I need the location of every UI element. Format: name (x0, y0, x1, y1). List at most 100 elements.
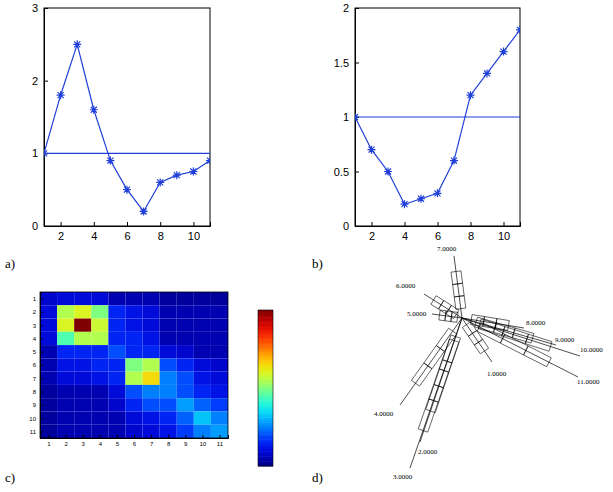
y-tick-label: 2 (32, 75, 38, 87)
heatmap-cell (91, 411, 108, 424)
heatmap-cell (108, 385, 125, 398)
y-tick-mark (355, 226, 359, 227)
x-axis-line (41, 435, 229, 439)
node-label: 7.0000 (437, 245, 457, 253)
point-marker (417, 195, 425, 203)
y-tick: 1 (33, 296, 43, 302)
panel-label: c) (5, 470, 15, 485)
x-tick: 1 (47, 435, 51, 447)
x-axis-line (45, 222, 211, 227)
x-tick-label: 8 (167, 441, 171, 447)
heatmap-cell (108, 332, 125, 345)
y-tick-mark (40, 365, 43, 366)
plot-frame (44, 8, 210, 226)
heatmap-cell (194, 425, 211, 438)
heatmap-cell (91, 305, 108, 318)
heatmap-cell (143, 398, 160, 411)
node-label: 5.0000 (407, 310, 427, 318)
diagram-ribbon (462, 322, 476, 336)
x-tick: 4 (402, 222, 408, 242)
heatmap-cell (143, 385, 160, 398)
heatmap-cell (160, 305, 177, 318)
y-tick-label: 0.5 (334, 166, 349, 178)
panel-label: b) (312, 256, 323, 271)
y-axis-line (45, 9, 49, 227)
heatmap-cell (211, 345, 228, 358)
y-tick-mark (44, 226, 48, 227)
heatmap-cell (211, 305, 228, 318)
y-tick-mark (355, 8, 359, 9)
heatmap-cell (177, 332, 194, 345)
heatmap-cell (177, 305, 194, 318)
heatmap-cell (143, 292, 160, 305)
heatmap-cell (91, 358, 108, 371)
point-marker (156, 178, 164, 186)
heatmap-chart: 12345678910111234567891011 (29, 292, 228, 447)
heatmap-cell (177, 345, 194, 358)
diagram-ribbon (418, 399, 438, 432)
heatmap-cell (160, 358, 177, 371)
heatmap-cell (57, 305, 74, 318)
heatmap-cell (40, 398, 57, 411)
x-tick-mark (185, 435, 186, 438)
heatmap-cell (40, 358, 57, 371)
heatmap-cell (125, 358, 142, 371)
heatmap-cell (211, 358, 228, 371)
x-tick-label: 4 (99, 441, 103, 447)
x-tick-label: 2 (58, 230, 64, 242)
heatmap-cell (143, 425, 160, 438)
y-tick-mark (40, 431, 43, 432)
heatmap-cell (160, 345, 177, 358)
x-tick-label: 5 (116, 441, 120, 447)
x-tick: 6 (124, 222, 130, 242)
heatmap-cell (108, 398, 125, 411)
heatmap-cell (143, 319, 160, 332)
point-marker (90, 106, 98, 114)
x-axis: 1234567891011 (41, 435, 229, 447)
heatmap-cell (211, 411, 228, 424)
diagram-ribbon (477, 322, 505, 343)
x-tick: 6 (435, 222, 441, 242)
heatmap-cell (160, 411, 177, 424)
y-tick-mark (44, 81, 48, 82)
x-tick-label: 8 (468, 230, 474, 242)
diagram-edge (410, 318, 462, 468)
heatmap-cell (57, 411, 74, 424)
y-tick-mark (40, 352, 43, 353)
x-tick: 4 (99, 435, 103, 447)
y-tick-mark (40, 338, 43, 339)
y-tick-label: 0 (32, 220, 38, 232)
point-marker (401, 200, 409, 208)
heatmap-cell (143, 332, 160, 345)
x-tick-mark (504, 222, 505, 226)
point-marker (173, 171, 181, 179)
heatmap-cell (194, 292, 211, 305)
plot-frame (40, 292, 228, 438)
plot-frame (355, 8, 520, 226)
point-marker (189, 168, 197, 176)
heatmap-cell (74, 425, 91, 438)
node-label: 3.0000 (393, 473, 413, 481)
diagram-ribbon (451, 271, 463, 285)
x-tick-mark (117, 435, 118, 438)
heatmap-cell (177, 319, 194, 332)
y-tick: 11 (30, 429, 43, 435)
heatmap-cell (108, 292, 125, 305)
colorbar (258, 310, 273, 467)
heatmap-cell (160, 425, 177, 438)
heatmap-cell (74, 305, 91, 318)
heatmap-cell (194, 358, 211, 371)
point-marker (368, 146, 376, 154)
x-tick: 8 (167, 435, 171, 447)
y-tick: 1.5 (334, 57, 359, 69)
x-axis: 246810 (45, 222, 211, 242)
y-tick-mark (44, 8, 48, 9)
y-tick-label: 9 (33, 402, 37, 408)
heatmap-cell (57, 358, 74, 371)
heatmap-cell (211, 292, 228, 305)
y-tick: 2 (32, 75, 48, 87)
heatmap-cell (143, 372, 160, 385)
heatmap-cell (40, 332, 57, 345)
point-marker (106, 157, 114, 165)
point-marker (483, 69, 491, 77)
